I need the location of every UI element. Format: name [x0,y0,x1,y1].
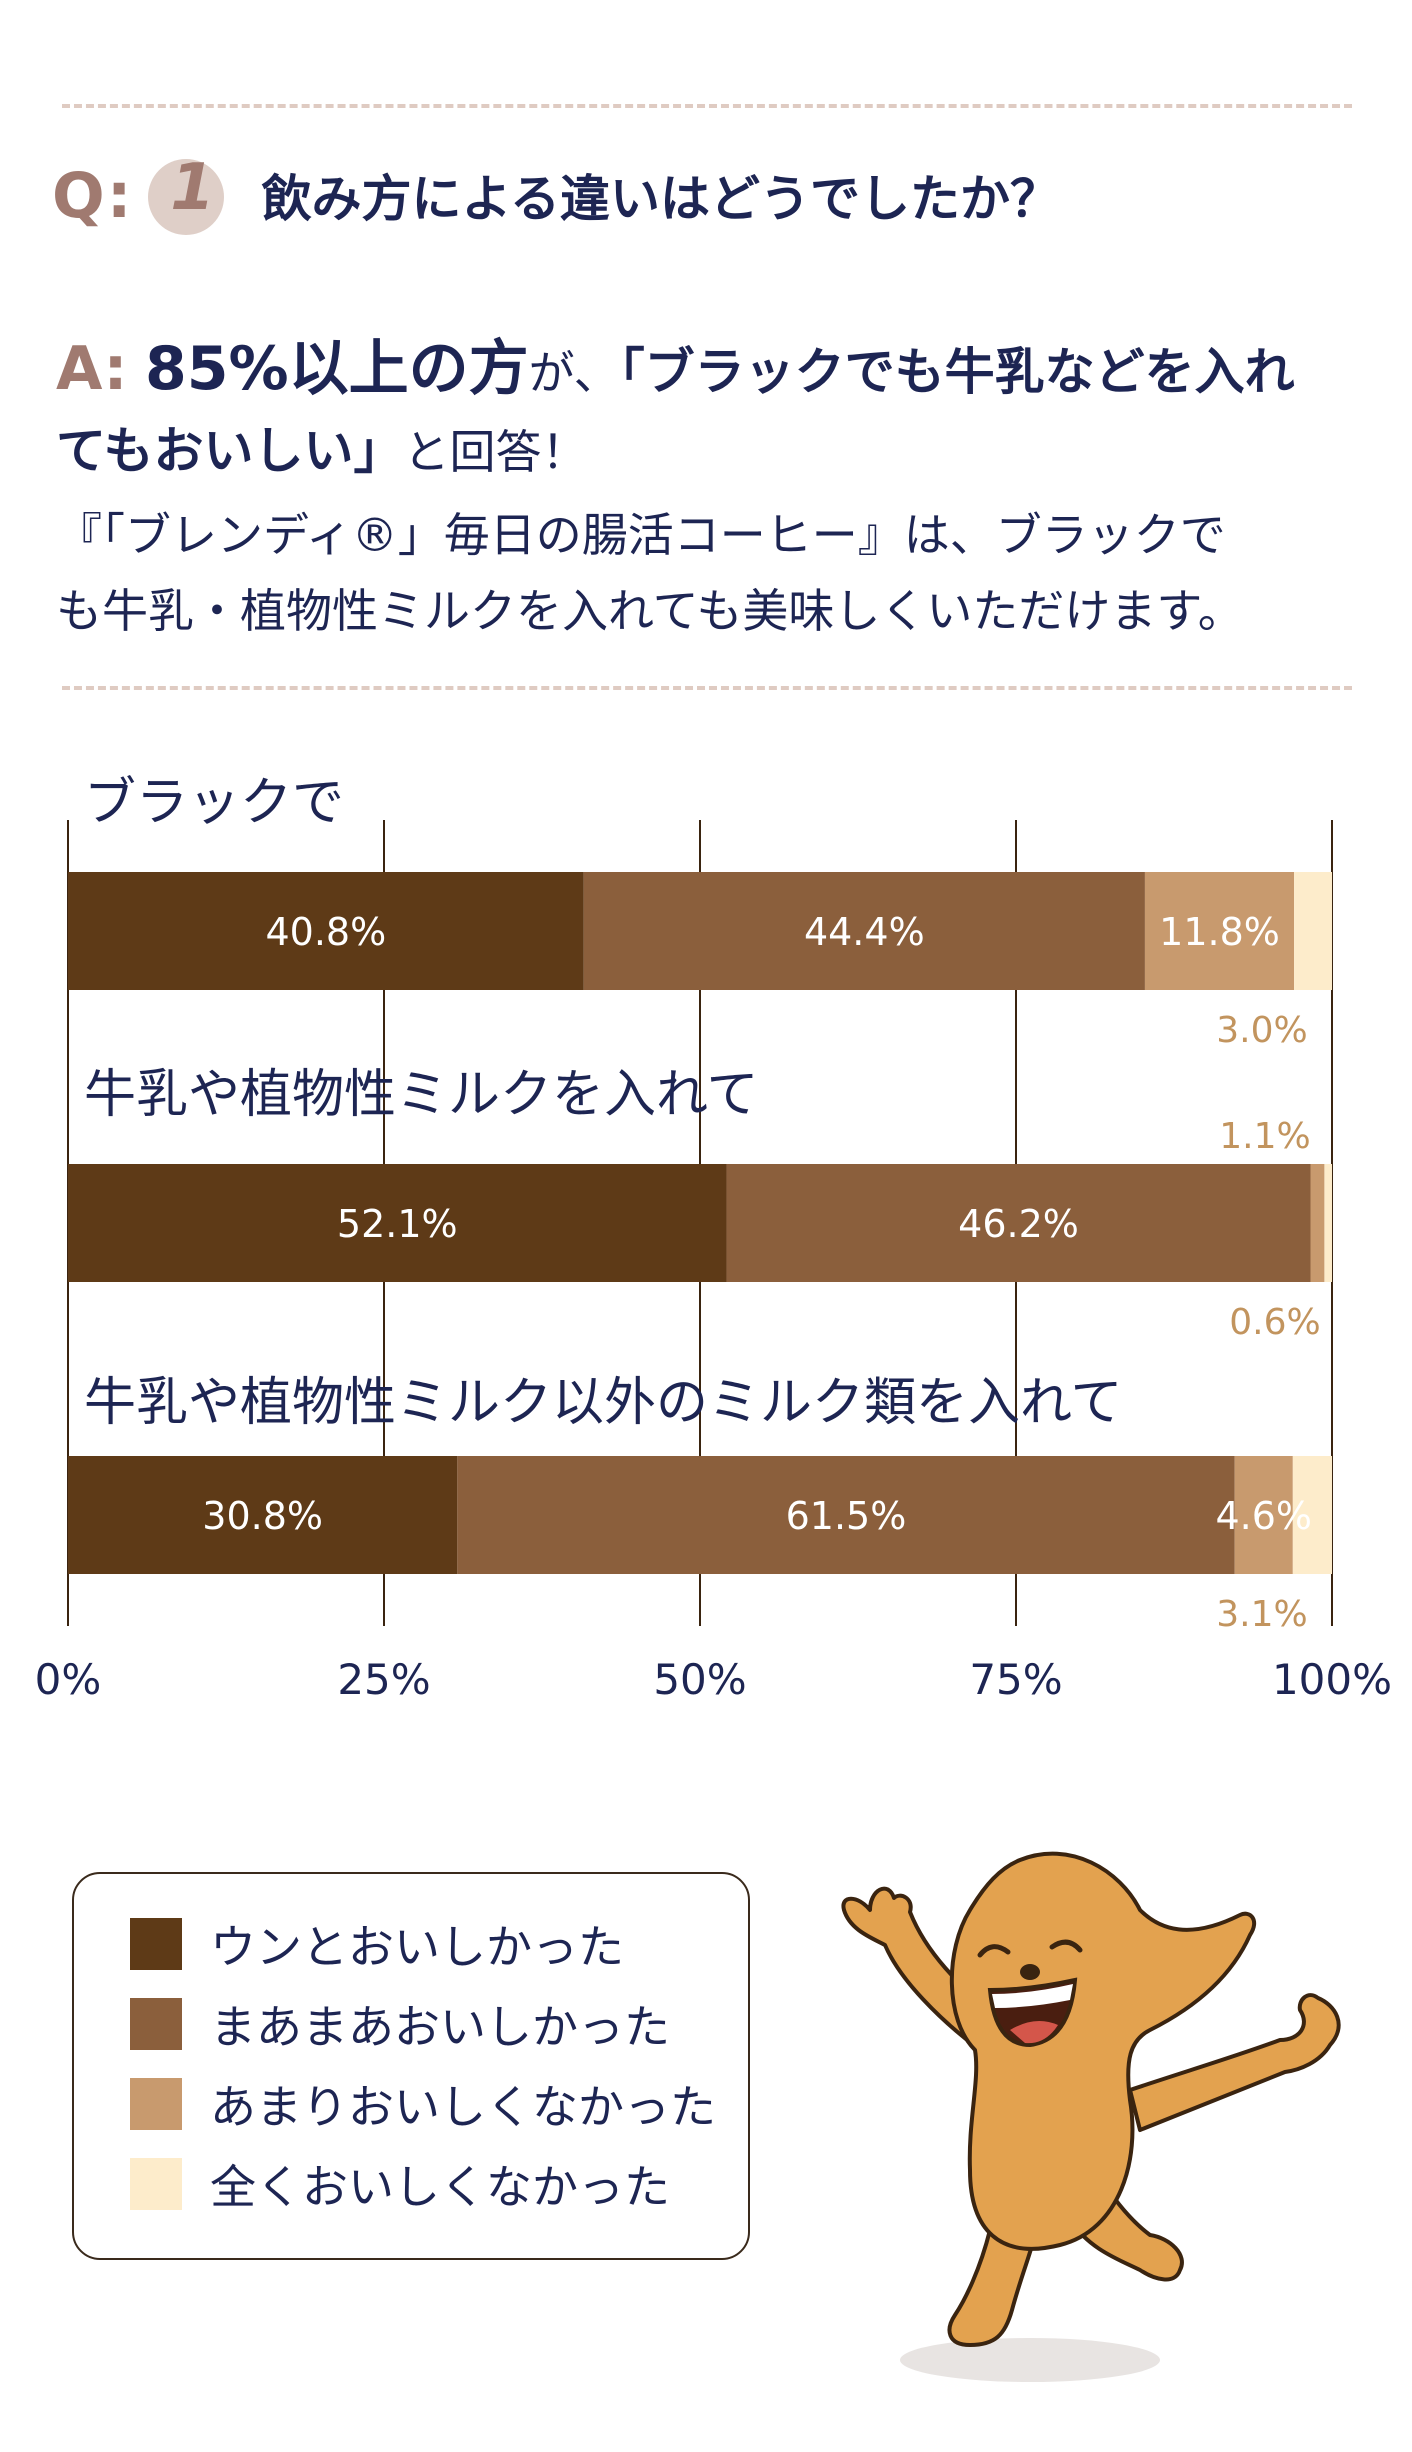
legend-item-not-at-all: 全くおいしくなかった [130,2156,670,2214]
question-heading: Q: 1 飲み方による違いはどうでしたか？ [52,150,1060,240]
data-label: 46.2% [958,1202,1079,1246]
question-number-disc [147,159,224,235]
category-label: 牛乳や植物性ミルクを入れて [84,1065,758,1125]
x-tick-label: 75% [969,1655,1062,1704]
bar-segment [1292,1456,1332,1574]
stacked-bar-chart: 0% 25% 50% 75% 100% ブラックで 40.8% 44.4% 11.8% 3.0% 牛… [35,773,1392,1704]
legend-item-not-very-good: あまりおいしくなかった [130,2076,716,2134]
data-label: 52.1% [337,1202,458,1246]
answer-highlight: 85%以上の方 [144,334,529,404]
data-label: 4.6% [1215,1494,1312,1538]
data-label: 11.8% [1159,910,1280,954]
mascot-shadow [900,2338,1160,2382]
data-label: 3.1% [1216,1594,1307,1635]
data-label: 30.8% [202,1494,323,1538]
bar-segment [1234,1456,1293,1574]
top-divider [62,104,1352,108]
question-prefix: Q: [52,158,134,232]
answer-block: A: 85%以上の方が、「ブラックでも牛乳などを入れ てもおいしい」と回答！ 『… [56,330,1356,649]
question-text: 飲み方による違いはどうでしたか？ [261,170,1061,228]
mascot-body [949,1851,1257,2251]
data-label: 3.0% [1216,1010,1307,1051]
legend-swatch-fairly-good [130,1998,182,2050]
mascot-teeth [992,1984,1073,2008]
answer-connector: が、 [528,346,620,400]
legend-swatch-not-very-good [130,2078,182,2130]
answer-body-line-1: 『「ブレンディ®」毎日の腸活コーヒー』は、ブラックで [56,508,1226,562]
bar-segment [68,1456,458,1574]
mascot-character [841,1851,1341,2382]
data-label: 44.4% [804,910,925,954]
mascot-left-leg [947,2228,1037,2347]
question-number: 1 [170,151,215,225]
category-label: ブラックで [84,773,344,833]
bar-segment [68,872,584,990]
x-tick-label: 50% [653,1655,746,1704]
data-label: 1.1% [1219,1116,1310,1157]
data-label: 0.6% [1229,1302,1320,1343]
answer-quote-part-2: てもおいしい」 [56,422,404,480]
mascot-tongue [1010,2021,1058,2044]
legend-label-very-good: ウンとおいしかった [210,1920,624,1974]
legend-item-fairly-good: まあまあおいしかった [130,1996,670,2054]
legend-item-very-good: ウンとおいしかった [130,1916,624,1974]
mascot-nose [1020,1964,1040,1980]
mascot-right-eye [1049,1939,1083,1953]
bar-segment [583,872,1145,990]
legend-swatch-not-at-all [130,2158,182,2210]
answer-body: 『「ブレンディ®」毎日の腸活コーヒー』は、ブラックで も牛乳・植物性ミルクを入れ… [56,497,1356,649]
legend-label-fairly-good: まあまあおいしかった [210,2000,670,2054]
mascot-right-arm [1128,1993,1341,2132]
answer-suffix: と回答！ [403,425,588,479]
answer-body-line-2: も牛乳・植物性ミルクを入れても美味しくいただけます。 [56,584,1244,638]
answer-prefix: A: [56,334,128,404]
bar-segment [1324,1164,1332,1282]
x-tick-label: 25% [337,1655,430,1704]
bar-segment [1310,1164,1325,1282]
bar-segment [1294,872,1332,990]
x-tick-label: 0% [35,1655,102,1704]
middle-divider [62,686,1352,690]
answer-line-2: てもおいしい」と回答！ [56,412,1356,491]
question-number-badge: 1 [147,151,232,237]
answer-line-1: A: 85%以上の方が、「ブラックでも牛乳などを入れ [56,330,1356,412]
legend-label-not-at-all: 全くおいしくなかった [210,2160,670,2214]
bar-segment [68,1164,727,1282]
answer-quote-part-1: 「ブラックでも牛乳などを入れ [619,343,1295,401]
data-label: 40.8% [265,910,386,954]
legend-swatch-very-good [130,1918,182,1970]
bar-segment [1144,872,1295,990]
category-label: 牛乳や植物性ミルク以外のミルク類を入れて [84,1373,1122,1433]
mascot-left-eye [977,1944,1011,1958]
bar-segment [457,1456,1235,1574]
legend-label-not-very-good: あまりおいしくなかった [210,2080,716,2134]
chart-legend: ウンとおいしかった まあまあおいしかった あまりおいしくなかった 全くおいしくな… [72,1872,750,2260]
bar-segment [726,1164,1311,1282]
x-tick-label: 100% [1272,1655,1392,1704]
data-label: 61.5% [786,1494,907,1538]
